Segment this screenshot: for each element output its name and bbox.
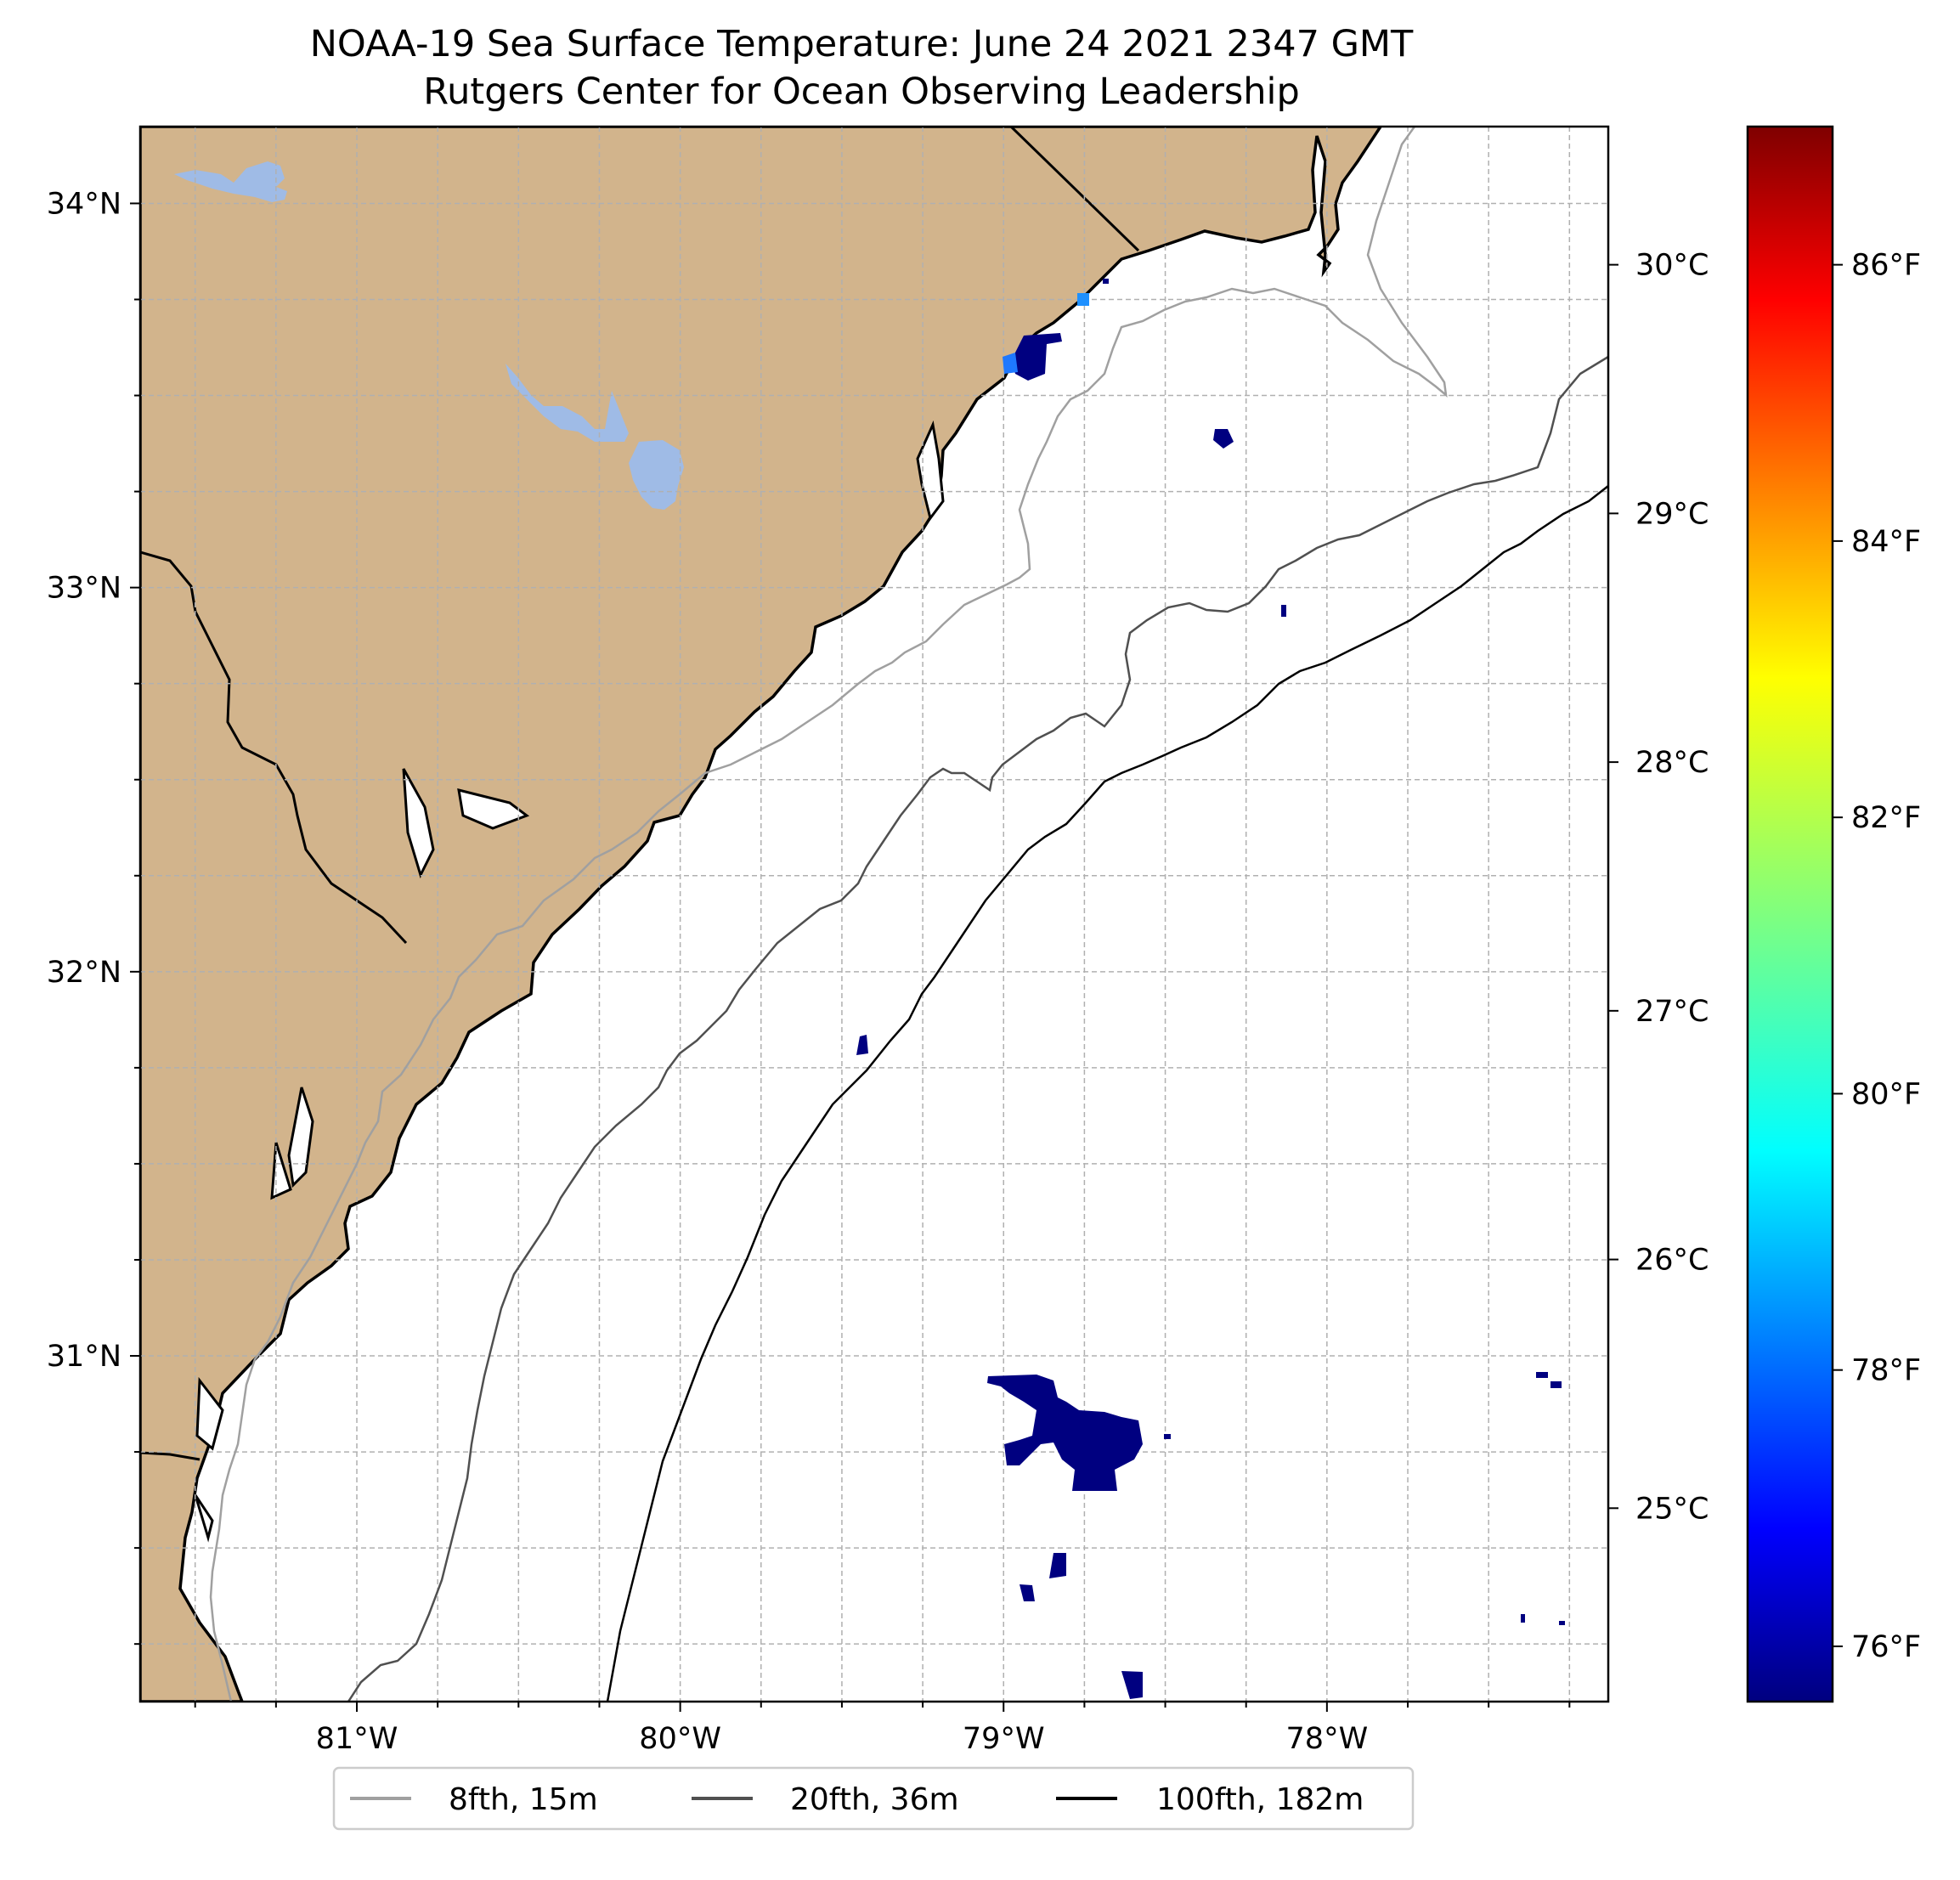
fahrenheit-tick-label: 84°F (1851, 525, 1921, 559)
legend-label-182m: 100fth, 182m (1156, 1782, 1364, 1817)
celsius-tick-label: 28°C (1635, 746, 1709, 780)
map-area (140, 127, 1608, 1702)
isobath-15m (209, 127, 1448, 1702)
colorbar (1746, 125, 1834, 1703)
sst-patch (1011, 333, 1062, 381)
celsius-tick-label: 26°C (1635, 1244, 1709, 1278)
land-mass (140, 127, 1383, 1702)
sst-patch (1164, 1434, 1171, 1439)
latitude-axis: 34°N 33°N 32°N 31°N (47, 187, 140, 1646)
fahrenheit-tick-label: 80°F (1851, 1077, 1921, 1111)
celsius-tick-label: 27°C (1635, 995, 1709, 1029)
celsius-tick-label: 29°C (1635, 497, 1709, 531)
state-border-nc-sc (1009, 127, 1140, 252)
sst-data-pixels (856, 279, 1565, 1699)
lake-marion (506, 364, 629, 442)
fahrenheit-tick-label: 76°F (1851, 1630, 1921, 1664)
sst-patch (1020, 1584, 1035, 1601)
state-border-sc-ga (140, 550, 408, 945)
legend: 8fth, 15m 20fth, 36m 100fth, 182m (332, 1766, 1415, 1831)
celsius-tick-label: 25°C (1635, 1492, 1709, 1526)
coastal-inlet (287, 1087, 314, 1188)
celsius-tick-label: 30°C (1635, 249, 1709, 283)
sst-patch (987, 1375, 1143, 1491)
sst-patch (1536, 1372, 1548, 1378)
sst-patch (1281, 605, 1286, 617)
sst-patch (1550, 1381, 1562, 1388)
map-frame (138, 125, 1610, 1703)
legend-label-36m: 20fth, 36m (790, 1782, 959, 1817)
isobath-36m (347, 355, 1608, 1702)
colorbar-fahrenheit-axis: 86°F 84°F 82°F 80°F 78°F 76°F (1833, 249, 1921, 1664)
isobath-182m (606, 485, 1608, 1702)
sst-patch (856, 1035, 868, 1055)
longitude-axis: 81°W 80°W 79°W 78°W (194, 1702, 1571, 1756)
lon-tick-label: 79°W (963, 1722, 1045, 1756)
lat-tick-label: 31°N (47, 1340, 121, 1374)
gridlines (140, 127, 1608, 1702)
lat-tick-label: 32°N (47, 956, 121, 990)
sst-patch (1521, 1614, 1525, 1623)
sst-patch (1077, 293, 1089, 306)
colorbar-celsius-axis: 30°C 29°C 28°C 27°C 26°C 25°C (1608, 249, 1709, 1526)
lat-tick-label: 34°N (47, 187, 121, 221)
coastal-inlet (402, 768, 435, 879)
coastal-inlet (916, 420, 945, 522)
sst-patch (1049, 1553, 1066, 1578)
fahrenheit-tick-label: 78°F (1851, 1354, 1921, 1388)
fahrenheit-tick-label: 86°F (1851, 249, 1921, 283)
lon-tick-label: 78°W (1286, 1722, 1369, 1756)
sst-patch (1103, 279, 1109, 284)
lake-moultrie (629, 440, 684, 510)
title-line-1: NOAA-19 Sea Surface Temperature: June 24… (310, 23, 1414, 65)
legend-label-15m: 8fth, 15m (449, 1782, 598, 1817)
sst-patch (1003, 353, 1018, 374)
lon-tick-label: 81°W (316, 1722, 398, 1756)
lat-tick-label: 33°N (47, 572, 121, 606)
coastal-inlet (457, 788, 530, 830)
title-line-2: Rutgers Center for Ocean Observing Leade… (423, 71, 1300, 113)
sst-patch (1559, 1621, 1565, 1625)
coastal-inlet (194, 1494, 214, 1543)
sst-patch (1213, 429, 1234, 449)
coastal-inlet (195, 1376, 224, 1451)
sst-patch (1121, 1671, 1143, 1699)
legend-box (332, 1766, 1415, 1831)
lake-north (174, 161, 287, 202)
state-border-ga-fl (140, 1451, 201, 1461)
fahrenheit-tick-label: 82°F (1851, 801, 1921, 835)
lon-tick-label: 80°W (639, 1722, 721, 1756)
